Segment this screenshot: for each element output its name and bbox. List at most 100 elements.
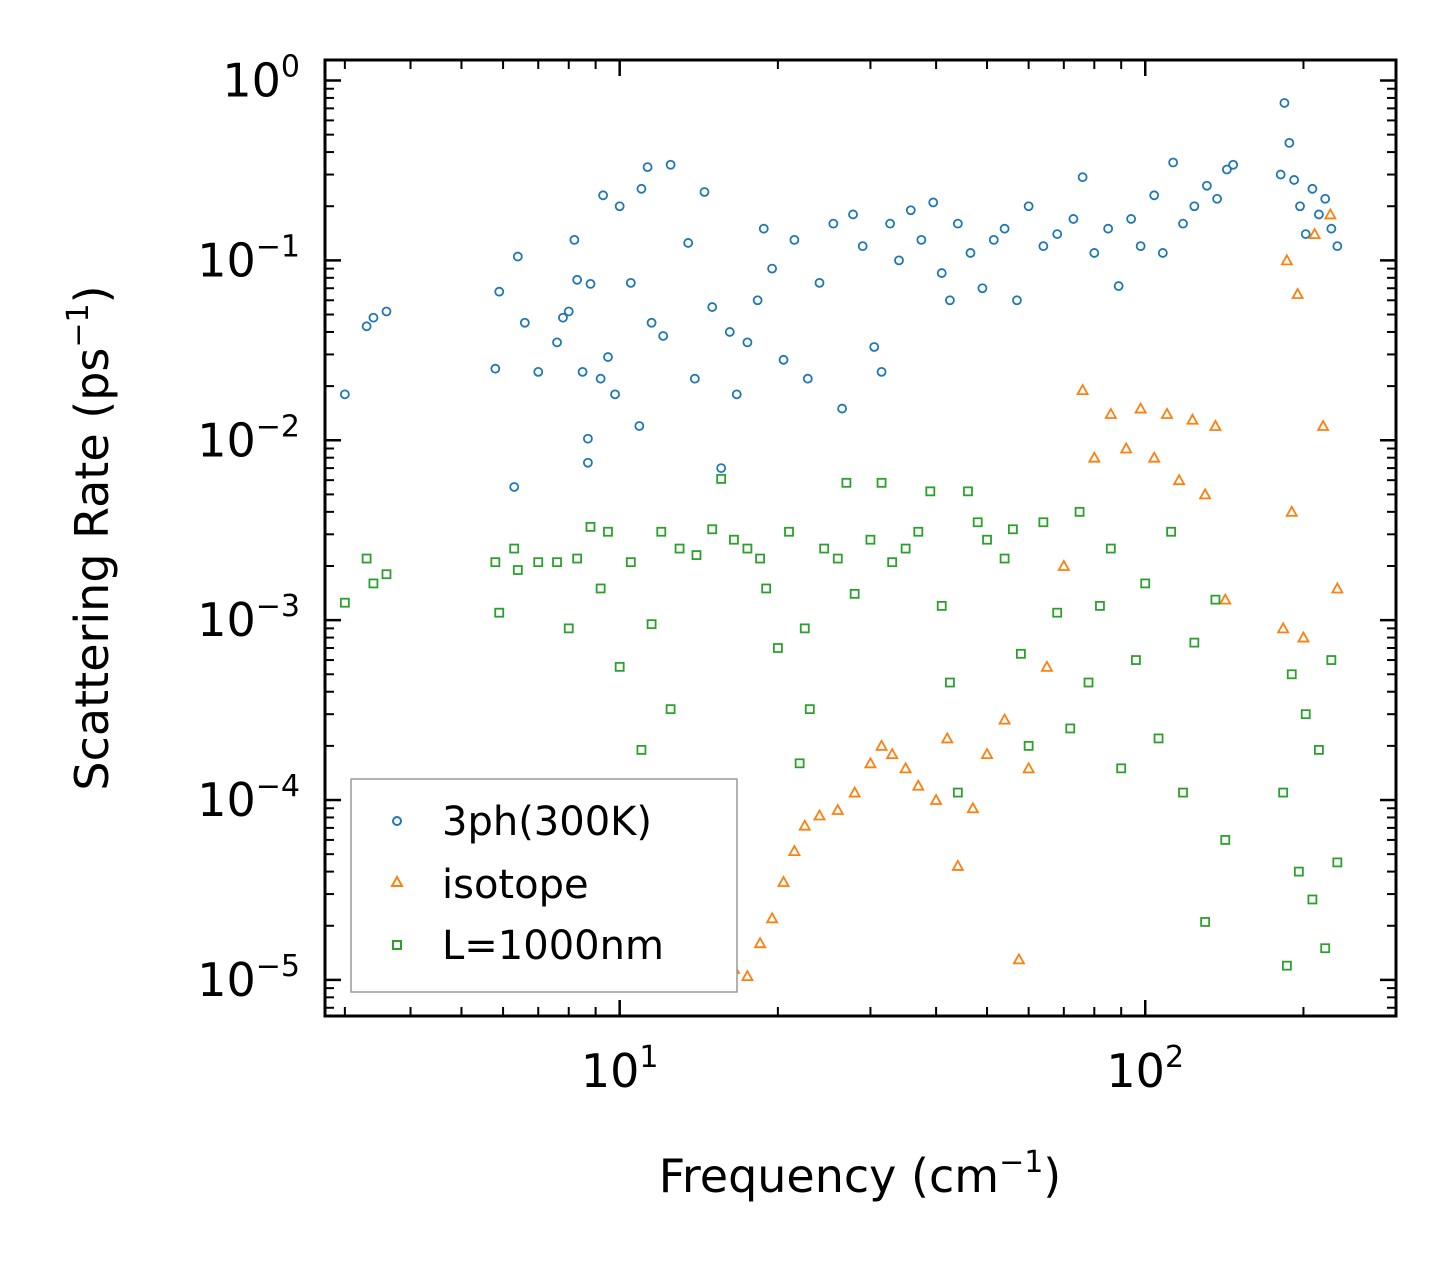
data-point <box>689 373 700 384</box>
data-point <box>1313 209 1324 220</box>
data-point <box>683 238 694 248</box>
data-point <box>885 747 899 760</box>
data-point <box>819 543 830 554</box>
data-point <box>1178 218 1188 229</box>
data-point <box>1126 214 1137 224</box>
data-point <box>1300 229 1311 239</box>
data-point <box>533 557 544 568</box>
data-point <box>595 583 606 594</box>
data-point <box>936 600 947 611</box>
data-point <box>716 463 727 474</box>
data-point <box>614 201 625 212</box>
data-point <box>772 643 783 653</box>
data-point <box>1208 419 1222 431</box>
data-point <box>1320 193 1331 204</box>
data-point <box>740 969 754 981</box>
data-point <box>625 277 636 288</box>
data-point <box>558 312 568 323</box>
data-point <box>1284 137 1295 148</box>
data-point <box>1178 787 1188 798</box>
data-point <box>966 801 980 814</box>
data-point <box>1316 419 1330 431</box>
data-point <box>625 557 636 568</box>
data-point <box>646 619 657 630</box>
data-point <box>509 543 520 554</box>
data-point <box>1105 543 1116 554</box>
data-point <box>646 317 657 328</box>
legend-entry-isotope: isotope <box>390 862 589 908</box>
data-point <box>368 578 379 589</box>
data-point <box>1023 201 1034 212</box>
data-point <box>905 205 916 216</box>
data-point <box>900 543 911 554</box>
data-point <box>509 482 520 492</box>
data-point <box>875 739 889 751</box>
data-point <box>799 623 810 634</box>
data-point <box>636 744 647 755</box>
data-point <box>1052 607 1063 618</box>
data-point <box>1065 723 1076 734</box>
legend-marker-triangle <box>390 874 404 887</box>
data-point <box>1149 190 1160 201</box>
data-point <box>1289 175 1300 185</box>
data-point <box>1068 214 1079 224</box>
data-point <box>1168 157 1179 168</box>
data-point <box>1185 412 1200 425</box>
data-point <box>999 553 1010 564</box>
data-point <box>876 366 887 377</box>
data-point <box>1116 763 1127 774</box>
legend-entry-l1000nm: L=1000nm <box>392 923 664 969</box>
data-point <box>1089 248 1100 258</box>
data-point <box>865 534 876 545</box>
data-point <box>361 321 372 332</box>
data-point <box>1212 193 1222 204</box>
data-point <box>758 223 769 234</box>
data-point <box>1012 295 1022 306</box>
series-triangle <box>711 207 1344 983</box>
y-tick-label: 10−3 <box>197 589 300 647</box>
y-tick-label: 10−4 <box>197 769 300 827</box>
data-point <box>832 553 843 564</box>
data-point <box>784 526 794 537</box>
data-point <box>582 457 593 468</box>
data-point <box>707 524 718 535</box>
data-point <box>552 557 562 568</box>
data-point <box>1057 559 1071 571</box>
data-point <box>1038 517 1049 528</box>
x-tick-label: 102 <box>1106 1040 1184 1098</box>
data-point <box>925 486 936 497</box>
data-point <box>916 234 927 245</box>
data-point <box>1276 621 1290 634</box>
data-point <box>1210 594 1221 605</box>
x-tick-label: 101 <box>581 1040 659 1098</box>
data-point <box>1135 241 1146 252</box>
data-point <box>1103 223 1114 234</box>
data-point <box>887 557 898 568</box>
data-point <box>999 223 1010 234</box>
data-point <box>598 190 609 201</box>
data-point <box>952 218 963 229</box>
data-point <box>1275 169 1286 180</box>
data-point <box>582 433 593 444</box>
data-point <box>963 486 973 497</box>
data-point <box>577 366 588 377</box>
data-point <box>563 306 574 317</box>
data-point <box>339 597 350 608</box>
data-point <box>952 787 963 798</box>
data-point <box>1113 281 1124 291</box>
data-point <box>1300 709 1311 720</box>
data-point <box>1052 229 1063 239</box>
data-point <box>724 327 735 337</box>
data-point <box>381 306 392 317</box>
series-circle <box>339 98 1343 492</box>
data-point <box>1172 473 1186 486</box>
data-point <box>945 295 955 306</box>
data-point <box>841 477 852 488</box>
data-point <box>857 241 868 252</box>
data-point <box>674 543 685 554</box>
data-point <box>1104 407 1118 419</box>
data-point <box>658 331 669 341</box>
data-point <box>381 569 392 580</box>
data-point <box>761 583 772 594</box>
